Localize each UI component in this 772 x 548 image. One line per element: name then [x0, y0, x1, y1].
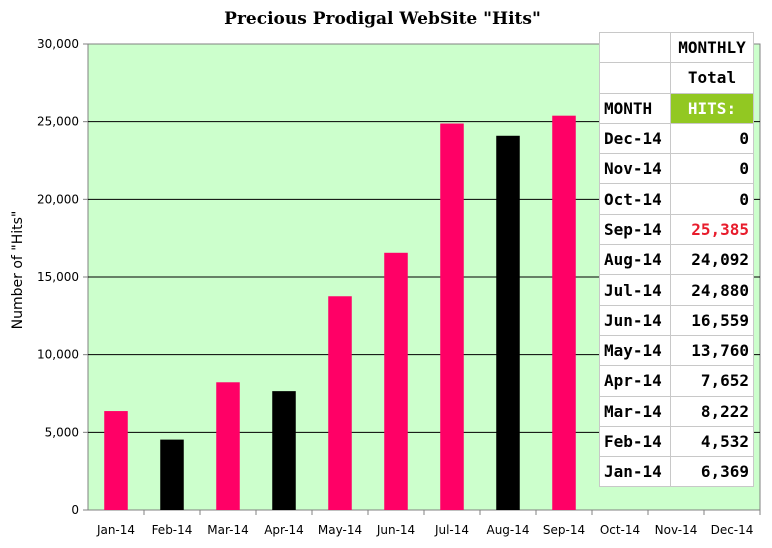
table-cell-hits: 13,760 [670, 334, 754, 367]
table-header-total: Total [670, 62, 754, 94]
x-tick-label: Aug-14 [486, 523, 529, 537]
x-tick-label: Feb-14 [152, 523, 193, 537]
table-cell-month: Sep-14 [599, 213, 671, 246]
table-row: Apr-14 7,652 [599, 365, 754, 397]
table-cell-hits: 8,222 [670, 395, 754, 427]
table-header-row: MONTH HITS: [599, 92, 754, 124]
table-header-blank [599, 31, 671, 64]
table-row: Feb-14 4,532 [599, 425, 754, 458]
table-row: Nov-14 0 [599, 153, 754, 185]
table-cell-month: Nov-14 [599, 153, 671, 185]
x-tick-label: May-14 [318, 523, 362, 537]
table-cell-month: Aug-14 [599, 244, 671, 276]
bar [328, 296, 352, 510]
y-tick-label: 0 [71, 503, 79, 517]
table-cell-month: May-14 [599, 334, 671, 367]
table-cell-month: Mar-14 [599, 395, 671, 427]
table-header-month: MONTH [599, 92, 671, 124]
table-cell-hits: 6,369 [670, 456, 754, 488]
x-tick-label: Nov-14 [655, 523, 698, 537]
table-header-hits: HITS: [670, 92, 754, 124]
bar [104, 411, 128, 510]
x-tick-label: Jul-14 [434, 523, 469, 537]
table-cell-hits: 25,385 [670, 213, 754, 246]
table-cell-hits: 0 [670, 122, 754, 155]
chart-title: Precious Prodigal WebSite "Hits" [224, 9, 541, 29]
table-row: Dec-14 0 [599, 122, 754, 155]
bar [552, 115, 576, 510]
table-cell-month: Jan-14 [599, 456, 671, 488]
table-cell-hits: 7,652 [670, 365, 754, 397]
table-cell-month: Jul-14 [599, 274, 671, 306]
table-row: May-14 13,760 [599, 334, 754, 367]
monthly-hits-table: MONTHLY Total MONTH HITS: Dec-14 0 Nov-1… [599, 31, 754, 488]
bar [216, 382, 240, 510]
y-tick-label: 20,000 [37, 192, 79, 206]
y-tick-label: 15,000 [37, 270, 79, 284]
table-header-blank [599, 62, 671, 94]
bar [384, 252, 408, 510]
table-header-monthly: MONTHLY [670, 31, 754, 64]
table-row: Sep-14 25,385 [599, 213, 754, 246]
y-tick-label: 25,000 [37, 115, 79, 129]
table-row: Aug-14 24,092 [599, 244, 754, 276]
bar [440, 123, 464, 510]
x-tick-label: Oct-14 [600, 523, 640, 537]
table-row: Oct-14 0 [599, 183, 754, 215]
y-tick-label: 5,000 [45, 425, 79, 439]
x-tick-label: Sep-14 [543, 523, 585, 537]
table-cell-hits: 0 [670, 153, 754, 185]
table-cell-hits: 4,532 [670, 425, 754, 458]
y-tick-label: 10,000 [37, 348, 79, 362]
table-cell-month: Jun-14 [599, 304, 671, 336]
x-tick-label: Jan-14 [96, 523, 135, 537]
bar [272, 391, 296, 510]
table-row: Mar-14 8,222 [599, 395, 754, 427]
table-cell-month: Feb-14 [599, 425, 671, 458]
x-tick-label: Dec-14 [711, 523, 754, 537]
table-row: Jul-14 24,880 [599, 274, 754, 306]
y-tick-label: 30,000 [37, 37, 79, 51]
table-cell-hits: 0 [670, 183, 754, 215]
table-header-row: Total [599, 62, 754, 94]
table-cell-hits: 16,559 [670, 304, 754, 336]
x-tick-label: Mar-14 [207, 523, 248, 537]
table-row: Jun-14 16,559 [599, 304, 754, 336]
table-cell-hits: 24,092 [670, 244, 754, 276]
table-cell-month: Dec-14 [599, 122, 671, 155]
table-cell-hits: 24,880 [670, 274, 754, 306]
table-row: Jan-14 6,369 [599, 456, 754, 488]
table-header-row: MONTHLY [599, 31, 754, 64]
table-cell-month: Apr-14 [599, 365, 671, 397]
table-cell-month: Oct-14 [599, 183, 671, 215]
x-tick-label: Jun-14 [376, 523, 415, 537]
bar [160, 439, 184, 510]
x-tick-label: Apr-14 [264, 523, 304, 537]
bar [496, 135, 520, 510]
